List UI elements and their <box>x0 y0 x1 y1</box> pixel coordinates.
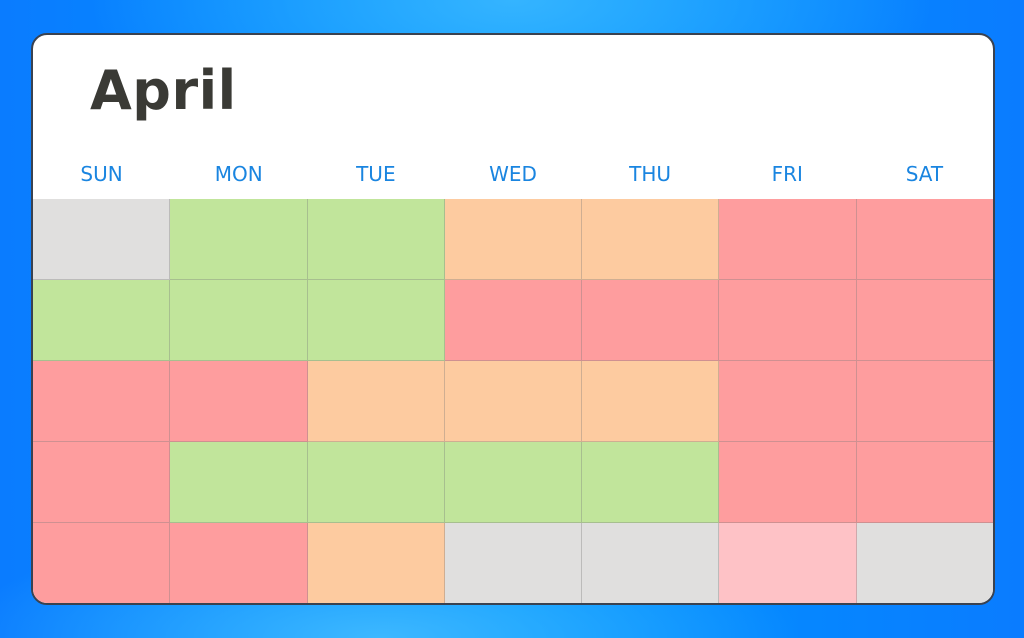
weekday-mon: MON <box>214 162 263 186</box>
day-cell-red[interactable] <box>856 442 993 523</box>
day-cell-red[interactable] <box>444 280 583 361</box>
day-cell-green[interactable] <box>170 442 308 523</box>
day-cell-red[interactable] <box>856 361 993 442</box>
day-cell-orange[interactable] <box>307 523 445 603</box>
day-cell-green[interactable] <box>444 442 583 523</box>
day-cell-red[interactable] <box>170 361 308 442</box>
day-cell-green[interactable] <box>33 280 171 361</box>
day-cell-red[interactable] <box>719 199 857 280</box>
day-cell-red[interactable] <box>33 523 171 603</box>
month-title: April <box>90 59 237 122</box>
day-cell-empty[interactable] <box>582 523 720 603</box>
day-cell-red[interactable] <box>170 523 308 603</box>
weekday-thu: THU <box>629 162 672 186</box>
day-cell-orange[interactable] <box>582 199 720 280</box>
day-cell-green[interactable] <box>170 280 308 361</box>
day-cell-red[interactable] <box>582 280 720 361</box>
day-cell-red[interactable] <box>719 280 857 361</box>
day-cell-red[interactable] <box>719 442 857 523</box>
day-cell-orange[interactable] <box>582 361 720 442</box>
day-cell-empty[interactable] <box>33 199 171 280</box>
calendar-card: April SUN MON TUE WED THU FRI SAT <box>31 33 995 605</box>
day-cell-red[interactable] <box>719 361 857 442</box>
day-cell-empty[interactable] <box>444 523 583 603</box>
day-cell-green[interactable] <box>307 199 445 280</box>
day-cell-red[interactable] <box>33 361 171 442</box>
weekday-sun: SUN <box>80 162 123 186</box>
day-cell-green[interactable] <box>170 199 308 280</box>
day-cell-pink[interactable] <box>719 523 857 603</box>
weekday-wed: WED <box>489 162 537 186</box>
calendar-grid <box>33 199 993 603</box>
weekday-fri: FRI <box>771 162 803 186</box>
day-cell-red[interactable] <box>33 442 171 523</box>
day-cell-green[interactable] <box>307 442 445 523</box>
day-cell-orange[interactable] <box>444 361 583 442</box>
day-cell-orange[interactable] <box>444 199 583 280</box>
day-cell-green[interactable] <box>307 280 445 361</box>
day-cell-empty[interactable] <box>856 523 993 603</box>
weekday-header: SUN MON TUE WED THU FRI SAT <box>33 159 993 199</box>
day-cell-red[interactable] <box>856 280 993 361</box>
weekday-sat: SAT <box>905 162 944 186</box>
weekday-tue: TUE <box>356 162 396 186</box>
day-cell-orange[interactable] <box>307 361 445 442</box>
day-cell-red[interactable] <box>856 199 993 280</box>
day-cell-green[interactable] <box>582 442 720 523</box>
